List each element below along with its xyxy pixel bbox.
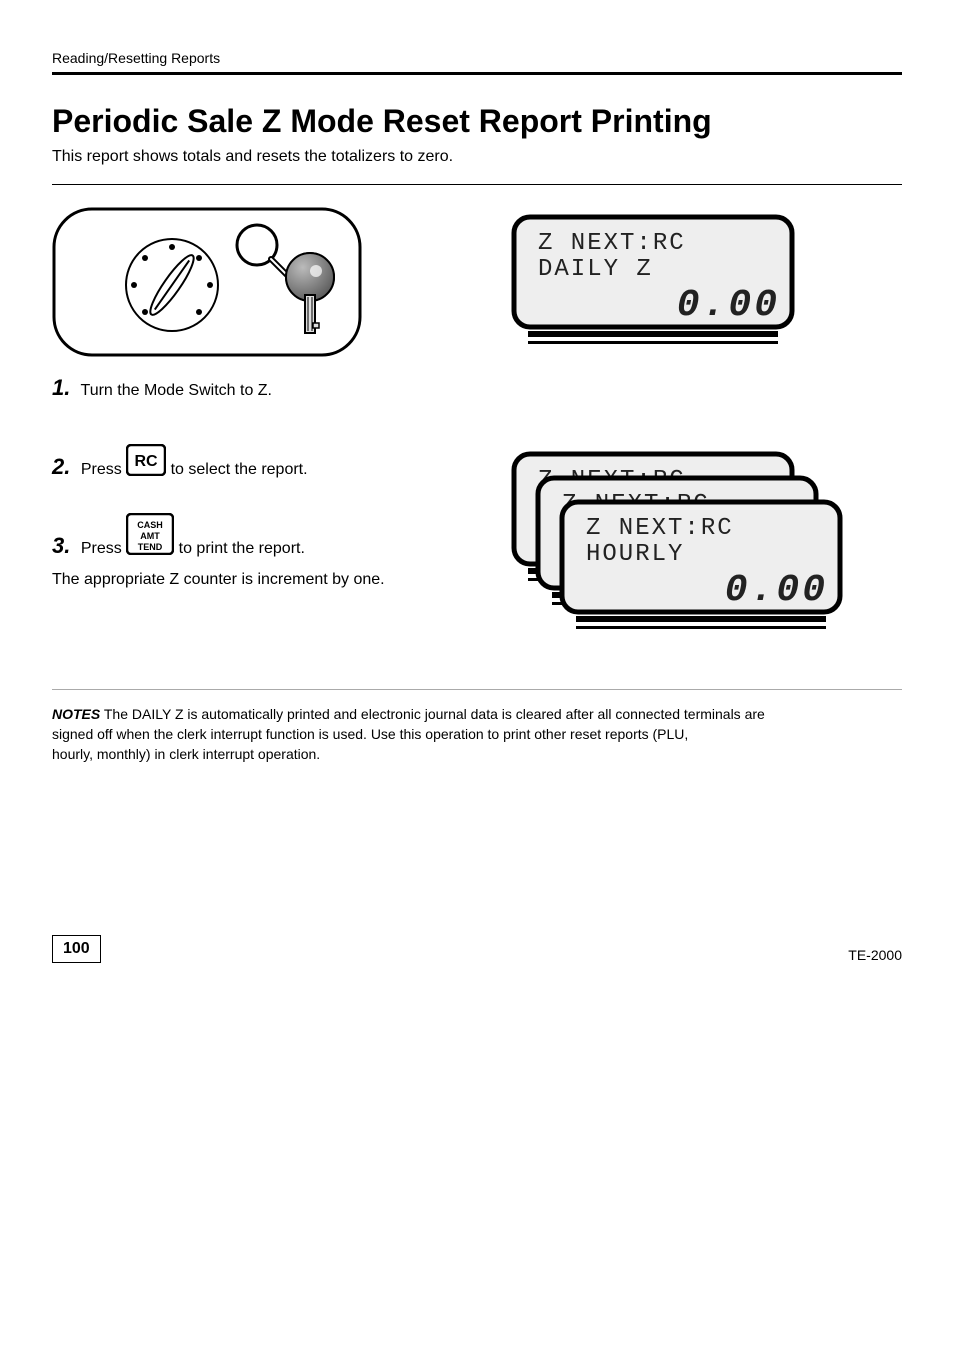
lcd1-line2: DAILY Z <box>538 256 653 283</box>
step-3-suffix: to print the report. <box>179 540 305 557</box>
svg-text:AMT: AMT <box>140 531 160 541</box>
step-2-text: 2. Press RC to select the report. <box>52 444 462 483</box>
step-2-row: 2. Press RC to select the report. 3. Pre… <box>52 444 902 649</box>
rc-key-icon: RC <box>126 444 166 476</box>
page-number-box: 100 <box>52 935 101 963</box>
page-title: Periodic Sale Z Mode Reset Report Printi… <box>52 103 902 140</box>
key-icon <box>286 253 334 333</box>
divider-top <box>52 72 902 75</box>
lcd-daily-z: Z NEXT:RC DAILY Z 0.00 <box>508 207 808 357</box>
notes-line-1: signed off when the clerk interrupt func… <box>52 726 688 742</box>
notes-line-2: hourly, monthly) in clerk interrupt oper… <box>52 746 320 762</box>
svg-text:CASH: CASH <box>137 520 163 530</box>
lcd-front-value: 0.00 <box>725 569 828 612</box>
cash-amt-tend-key-icon: CASH AMT TEND <box>126 513 174 555</box>
lcd-front-line1: Z NEXT:RC <box>586 515 734 542</box>
step-3-line2: The appropriate Z counter is increment b… <box>52 568 462 591</box>
divider-after-steps <box>52 689 902 690</box>
step-2-num: 2. <box>52 451 70 483</box>
running-head: Reading/Resetting Reports <box>52 50 902 66</box>
page: Reading/Resetting Reports Periodic Sale … <box>0 0 954 1003</box>
step-1-row: 1. Turn the Mode Switch to Z. Z NEXT:RC … <box>52 207 902 404</box>
step-1-text: 1. Turn the Mode Switch to Z. <box>52 372 462 404</box>
step-1-right: Z NEXT:RC DAILY Z 0.00 <box>508 207 902 362</box>
divider-under-title <box>52 184 902 185</box>
step-2-prefix: Press <box>81 461 126 478</box>
step-2-suffix: to select the report. <box>171 461 308 478</box>
notes-line-0: The DAILY Z is automatically printed and… <box>104 706 765 722</box>
lcd-stack: Z NEXT:RC P Z NEXT:RC M Z <box>508 444 848 644</box>
notes-block: NOTES The DAILY Z is automatically print… <box>52 704 902 765</box>
step-1-body: Turn the Mode Switch to Z. <box>81 382 272 399</box>
svg-text:TEND: TEND <box>138 542 163 552</box>
svg-text:RC: RC <box>135 453 159 470</box>
notes-label: NOTES <box>52 706 100 722</box>
lcd-front-line2: HOURLY <box>586 541 684 568</box>
step-3-text: 3. Press CASH AMT TEND to print the repo… <box>52 513 462 591</box>
lcd1-value: 0.00 <box>677 284 780 327</box>
step-3-num: 3. <box>52 530 70 562</box>
step-3-prefix: Press <box>81 540 122 557</box>
page-footer: 100 TE-2000 <box>52 935 902 963</box>
mode-switch-illustration <box>52 207 362 357</box>
step-2-right: Z NEXT:RC P Z NEXT:RC M Z <box>508 444 902 649</box>
page-subtitle: This report shows totals and resets the … <box>52 148 902 166</box>
step-23-left: 2. Press RC to select the report. 3. Pre… <box>52 444 462 591</box>
step-1-num: 1. <box>52 372 70 404</box>
step-1-left: 1. Turn the Mode Switch to Z. <box>52 207 462 404</box>
lcd1-line1: Z NEXT:RC <box>538 230 686 257</box>
footer-model: TE-2000 <box>848 947 902 963</box>
page-number: 100 <box>52 935 101 963</box>
